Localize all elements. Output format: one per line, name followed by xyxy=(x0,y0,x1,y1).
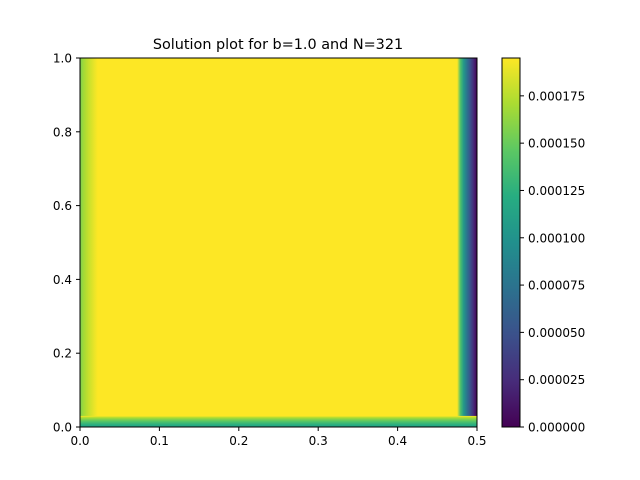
colorbar-tick-label: 0.000150 xyxy=(528,137,585,151)
colorbar-tick-label: 0.000025 xyxy=(528,373,585,387)
bottom-boundary-layer xyxy=(80,415,477,427)
chart-title: Solution plot for b=1.0 and N=321 xyxy=(153,37,403,53)
colorbar-tick-label: 0.000050 xyxy=(528,326,585,340)
right-boundary-layer xyxy=(457,58,477,427)
x-tick-label: 0.5 xyxy=(467,434,486,448)
left-boundary-layer xyxy=(80,58,98,427)
y-tick-label: 0.6 xyxy=(53,199,72,213)
x-tick-label: 0.0 xyxy=(70,434,89,448)
heatmap-interior xyxy=(80,58,477,427)
x-tick-label: 0.1 xyxy=(150,434,169,448)
colorbar-tick-label: 0.000075 xyxy=(528,279,585,293)
plot-frame xyxy=(79,57,478,428)
x-tick-label: 0.4 xyxy=(388,434,407,448)
heatmap-area xyxy=(80,58,477,427)
x-axis: 0.0 0.1 0.2 0.3 0.4 0.5 xyxy=(70,427,487,448)
colorbar-tick-label: 0.000125 xyxy=(528,184,585,198)
colorbar-tick-label: 0.000100 xyxy=(528,231,585,245)
y-tick-label: 0.0 xyxy=(53,421,72,435)
colorbar-gradient xyxy=(502,58,520,427)
x-tick-label: 0.3 xyxy=(309,434,328,448)
colorbar-ticks: 0.000000 0.000025 0.000050 0.000075 0.000100… xyxy=(520,89,585,435)
y-tick-label: 0.2 xyxy=(53,347,72,361)
y-tick-label: 0.4 xyxy=(53,273,72,287)
colorbar-tick-label: 0.000000 xyxy=(528,421,585,435)
y-tick-label: 0.8 xyxy=(53,125,72,139)
colorbar-tick-label: 0.000175 xyxy=(528,89,585,103)
y-axis: 0.0 0.2 0.4 0.6 0.8 1.0 xyxy=(53,52,80,435)
colorbar-frame xyxy=(501,57,521,428)
x-tick-label: 0.2 xyxy=(229,434,248,448)
colorbar: 0.000000 0.000025 0.000050 0.000075 0.000100… xyxy=(501,57,585,435)
y-tick-label: 1.0 xyxy=(53,52,72,66)
